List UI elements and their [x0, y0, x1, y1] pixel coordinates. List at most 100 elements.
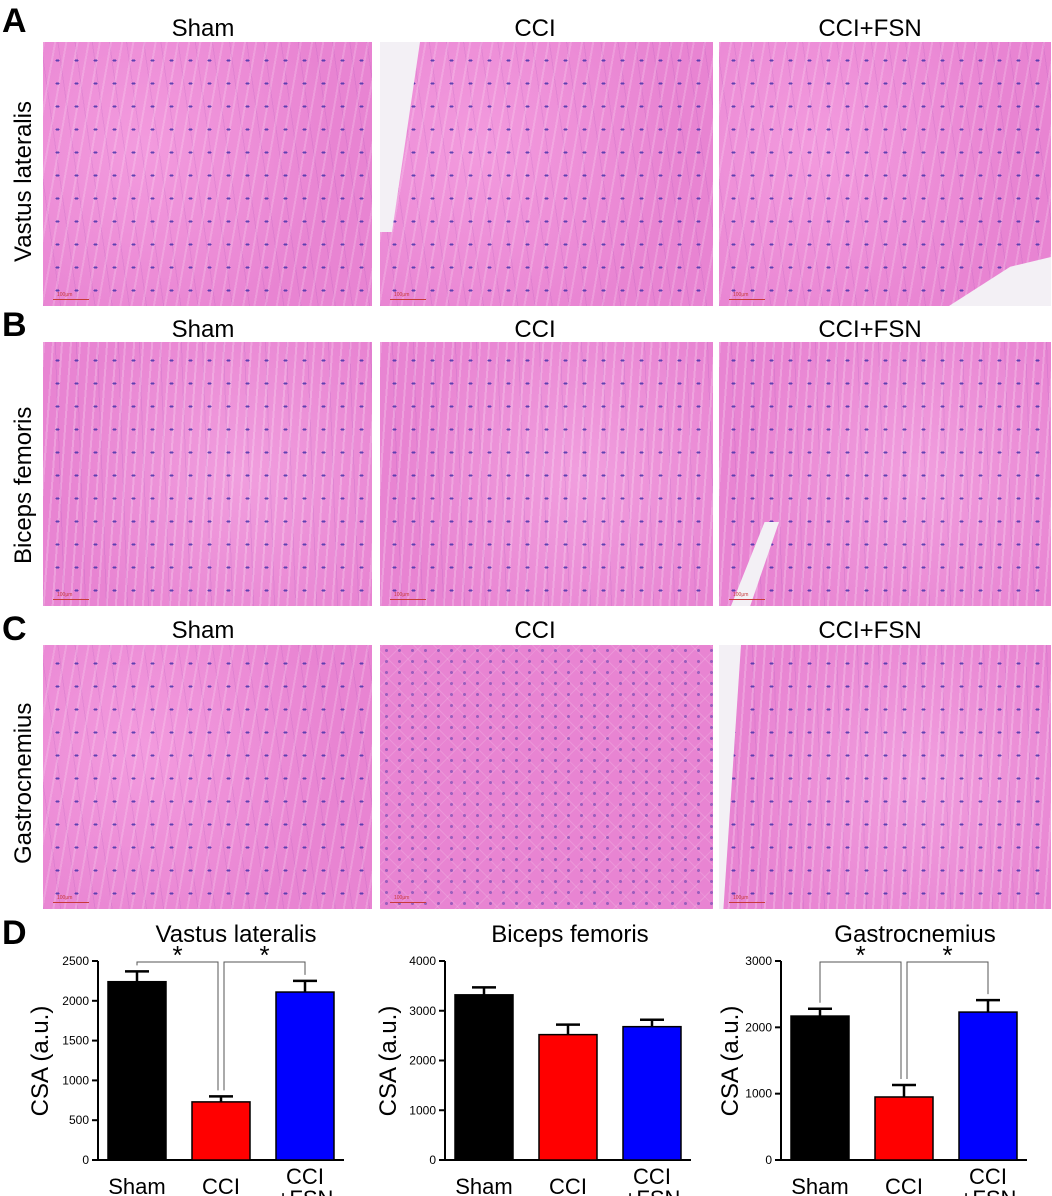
chart-title: Biceps femoris	[491, 921, 648, 948]
scale-bar-label: 100μm	[394, 292, 410, 298]
x-tick-label: CCI	[549, 1174, 587, 1196]
bar	[874, 1096, 934, 1161]
scale-bar	[390, 902, 426, 903]
nuclei-pattern	[43, 42, 372, 306]
x-tick-label: CCI	[202, 1174, 240, 1196]
scale-bar-label: 100μm	[733, 895, 749, 901]
y-tick-label: 4000	[409, 954, 436, 968]
nuclei-pattern	[719, 342, 1051, 606]
y-tick-label: 3000	[409, 1004, 436, 1018]
nuclei-pattern	[380, 42, 713, 306]
bar	[107, 980, 167, 1161]
scale-bar	[729, 599, 765, 600]
y-tick-label: 1000	[745, 1087, 772, 1101]
significance-star: *	[942, 940, 952, 970]
row-label-gastrocnemius: Gastrocnemius	[10, 702, 37, 864]
row-label-vastus-lateralis: Vastus lateralis	[10, 101, 37, 262]
x-tick-label: Sham	[791, 1174, 848, 1196]
y-tick-label: 0	[82, 1153, 89, 1167]
significance-star: *	[259, 940, 269, 970]
scale-bar-label: 100μm	[57, 895, 73, 901]
significance-star: *	[172, 940, 182, 970]
x-tick-label: Sham	[108, 1174, 165, 1196]
csa-bar-charts: Vastus lateralis CSA (a.u.) 0 500 1000 1500 20…	[27, 921, 1027, 1196]
bar	[454, 994, 514, 1161]
nuclei-pattern	[719, 645, 1051, 909]
y-tick-label: 500	[69, 1113, 89, 1127]
y-tick-label: 0	[429, 1153, 436, 1167]
column-title-sham-c: Sham	[171, 617, 235, 644]
scale-bar-label: 100μm	[57, 592, 73, 598]
micrograph-gastrocnemius-cci-fsn: 100μm	[719, 645, 1051, 909]
x-tick-label: Sham	[455, 1174, 512, 1196]
x-tick-label: CCI	[633, 1164, 671, 1189]
column-title-sham-b: Sham	[171, 316, 235, 343]
significance-bracket	[819, 961, 902, 1080]
chart-title: Vastus lateralis	[156, 921, 317, 948]
y-tick-label: 3000	[745, 954, 772, 968]
micrograph-vastus-lateralis-cci: 100μm	[380, 42, 713, 306]
column-title-cci-b: CCI	[514, 316, 556, 343]
x-tick-label: CCI	[885, 1174, 923, 1196]
column-title-cci-fsn-b: CCI+FSN	[818, 316, 922, 343]
scale-bar	[729, 299, 765, 300]
y-tick-label: 2500	[62, 954, 89, 968]
nuclei-pattern	[380, 342, 713, 606]
bar	[790, 1015, 850, 1161]
bar	[622, 1025, 682, 1161]
bar	[191, 1101, 251, 1161]
significance-bracket	[906, 961, 989, 1080]
scale-bar	[53, 902, 89, 903]
y-tick-label: 2000	[745, 1020, 772, 1034]
nuclei-pattern	[43, 645, 372, 909]
scale-bar-label: 100μm	[394, 895, 410, 901]
bar	[958, 1011, 1018, 1161]
x-tick-label: +FSN	[277, 1186, 334, 1196]
micrograph-vastus-lateralis-sham: 100μm	[43, 42, 372, 306]
panel-label-c: C	[2, 610, 27, 648]
column-title-cci-fsn-c: CCI+FSN	[818, 617, 922, 644]
x-tick-label: CCI	[969, 1164, 1007, 1189]
column-title-sham-a: Sham	[171, 15, 235, 42]
nuclei-pattern	[719, 42, 1051, 306]
bar	[275, 991, 335, 1161]
y-axis-label: CSA (a.u.)	[717, 1006, 744, 1117]
scale-bar	[390, 299, 426, 300]
row-label-biceps-femoris: Biceps femoris	[10, 406, 37, 564]
x-tick-label: +FSN	[960, 1186, 1017, 1196]
scale-bar	[390, 599, 426, 600]
y-tick-label: 1000	[62, 1073, 89, 1087]
scale-bar	[53, 599, 89, 600]
y-axis-label: CSA (a.u.)	[27, 1006, 54, 1117]
y-axis-label: CSA (a.u.)	[375, 1006, 402, 1117]
y-tick-label: 1500	[62, 1034, 89, 1048]
column-title-cci-a: CCI	[514, 15, 556, 42]
panel-label-d: D	[2, 914, 27, 952]
y-tick-label: 2000	[409, 1054, 436, 1068]
scale-bar	[53, 299, 89, 300]
nuclei-pattern	[43, 342, 372, 606]
significance-bracket	[223, 961, 306, 1091]
bar	[538, 1033, 598, 1161]
micrograph-vastus-lateralis-cci-fsn: 100μm	[719, 42, 1051, 306]
significance-bracket	[136, 961, 219, 1091]
micrograph-biceps-femoris-sham: 100μm	[43, 342, 372, 606]
chart-title: Gastrocnemius	[834, 921, 995, 948]
scale-bar-label: 100μm	[394, 592, 410, 598]
y-tick-label: 2000	[62, 994, 89, 1008]
micrograph-biceps-femoris-cci-fsn: 100μm	[719, 342, 1051, 606]
scale-bar	[729, 902, 765, 903]
x-tick-label: CCI	[286, 1164, 324, 1189]
column-title-cci-c: CCI	[514, 617, 556, 644]
scale-bar-label: 100μm	[733, 292, 749, 298]
y-tick-label: 1000	[409, 1103, 436, 1117]
significance-star: *	[855, 940, 865, 970]
scale-bar-label: 100μm	[57, 292, 73, 298]
scale-bar-label: 100μm	[733, 592, 749, 598]
x-tick-label: +FSN	[624, 1186, 681, 1196]
micrograph-gastrocnemius-cci: 100μm	[380, 645, 713, 909]
micrograph-gastrocnemius-sham: 100μm	[43, 645, 372, 909]
column-title-cci-fsn-a: CCI+FSN	[818, 15, 922, 42]
panel-label-a: A	[2, 2, 27, 40]
y-tick-label: 0	[765, 1153, 772, 1167]
